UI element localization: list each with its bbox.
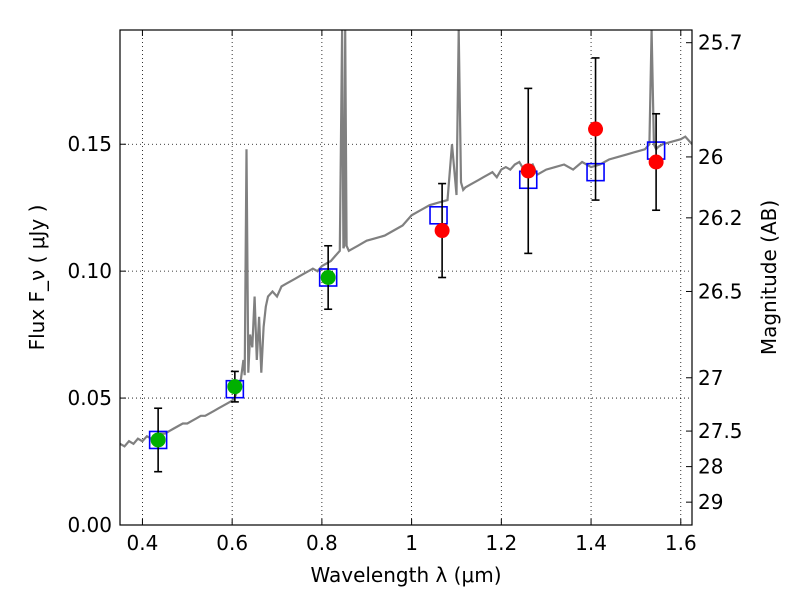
x-tick-label: 1.6	[665, 531, 697, 555]
y-axis-label: Flux F_ν ( μJy )	[25, 205, 49, 351]
observed-point-red	[434, 223, 450, 239]
observed-point-red	[520, 163, 536, 179]
right-tick-label: 26	[698, 145, 723, 169]
observed-point-green	[150, 432, 166, 448]
observed-point-red	[588, 121, 604, 137]
model-photometry-square	[429, 206, 448, 225]
grid-layer	[120, 30, 692, 525]
x-tick-label: 1	[405, 531, 418, 555]
x-tick-label: 0.8	[306, 531, 338, 555]
model-spectrum-line	[120, 30, 692, 448]
observed-point-red	[648, 154, 664, 170]
y-tick-label: 0.15	[67, 132, 112, 156]
x-tick-label: 0.6	[216, 531, 248, 555]
right-tick-label: 26.2	[698, 206, 743, 230]
right-tick-label: 27.5	[698, 419, 743, 443]
x-tick-label: 0.4	[127, 531, 159, 555]
right-tick-label: 25.7	[698, 31, 743, 55]
right-tick-label: 27	[698, 366, 723, 390]
observed-point-green	[227, 379, 243, 395]
ticks-layer: 0.4 0.6 0.8 1 1.2 1.4 1.6 0.00 0.05 0.10 0.15 25.7 2…	[67, 30, 743, 555]
right-tick-label: 28	[698, 455, 723, 479]
y-tick-label: 0.00	[67, 513, 112, 537]
x-tick-label: 1.2	[485, 531, 517, 555]
y-tick-label: 0.10	[67, 259, 112, 283]
x-tick-label: 1.4	[575, 531, 607, 555]
marks-layer	[148, 57, 666, 473]
right-tick-label: 26.5	[698, 279, 743, 303]
x-axis-label: Wavelength λ (μm)	[310, 563, 501, 587]
plot-frame	[119, 29, 693, 526]
spectrum-layer	[120, 30, 692, 448]
y-right-axis-label: Magnitude (AB)	[757, 200, 781, 355]
right-tick-label: 29	[698, 490, 723, 514]
observed-point-green	[320, 270, 336, 285]
y-tick-label: 0.05	[67, 386, 112, 410]
